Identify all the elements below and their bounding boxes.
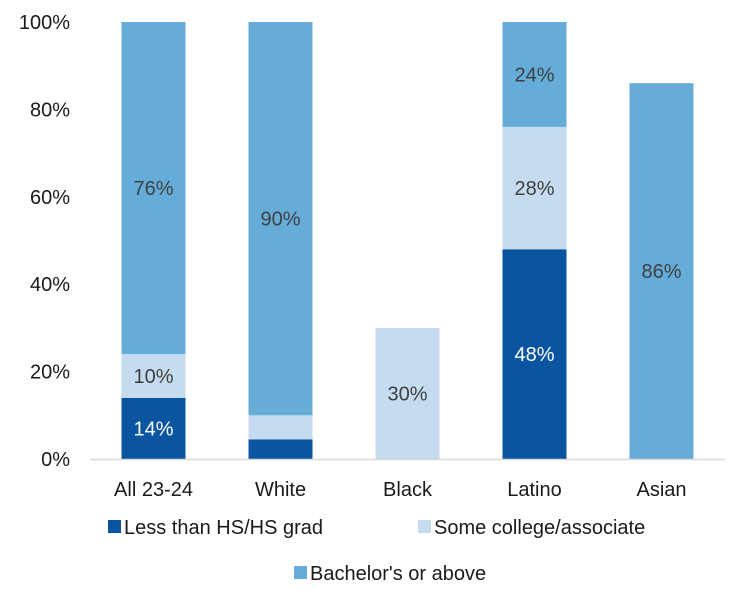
bar-segment (248, 439, 313, 459)
legend: Less than HS/HS grad Some college/associa… (108, 517, 645, 585)
y-tick-label: 80% (30, 99, 70, 121)
bar-segment (502, 126, 567, 250)
legend-swatch (108, 520, 121, 533)
data-label: 90% (260, 209, 300, 231)
y-tick-label: 60% (30, 187, 70, 209)
data-label: 10% (133, 366, 173, 388)
bar-segment (502, 22, 567, 127)
x-tick-label: Black (383, 479, 433, 501)
legend-swatch (418, 520, 431, 533)
bar-segment (629, 83, 694, 460)
data-labels: 14% 10% 76% 90% 30% 48% 28% 24% 86% (133, 64, 681, 440)
y-tick-label: 20% (30, 362, 70, 384)
y-axis: 0% 20% 40% 60% 80% 100% (19, 12, 70, 471)
data-label: 14% (133, 418, 173, 440)
y-tick-label: 0% (41, 449, 70, 471)
bar-segment (121, 354, 186, 398)
x-axis-labels: All 23-24 White Black Latino Asian (114, 479, 686, 501)
legend-swatch (294, 566, 307, 579)
legend-label: Bachelor's or above (310, 563, 486, 585)
data-label: 28% (514, 178, 554, 200)
x-tick-label: Asian (636, 479, 686, 501)
bars (121, 22, 694, 460)
bar-segment (121, 397, 186, 459)
x-tick-label: White (255, 479, 306, 501)
legend-label: Less than HS/HS grad (124, 517, 323, 539)
legend-label: Some college/associate (434, 517, 645, 539)
x-tick-label: Latino (507, 479, 562, 501)
bar-segment (502, 249, 567, 459)
data-label: 30% (387, 383, 427, 405)
y-tick-label: 100% (19, 12, 70, 34)
bar-segment (248, 22, 313, 416)
bar-segment (121, 22, 186, 355)
bar-segment (375, 327, 440, 459)
data-label: 48% (514, 344, 554, 366)
y-tick-label: 40% (30, 274, 70, 296)
data-label: 86% (641, 261, 681, 283)
x-tick-label: All 23-24 (114, 479, 193, 501)
bar-segment (248, 415, 313, 440)
data-label: 24% (514, 64, 554, 86)
data-label: 76% (133, 178, 173, 200)
